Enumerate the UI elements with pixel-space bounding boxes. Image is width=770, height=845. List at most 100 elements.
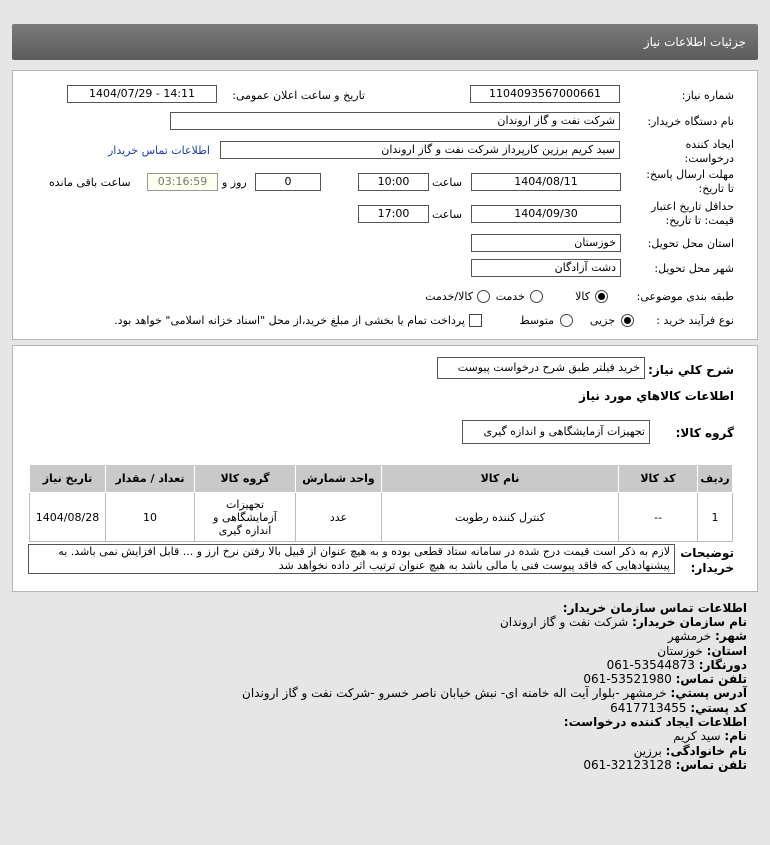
process-option-medium: متوسط [519, 314, 554, 327]
col-row: ردیف [697, 464, 733, 493]
category-label: طبقه بندی موضوعی: [636, 290, 734, 303]
col-unit: واحد شمارش [295, 464, 382, 493]
group-label: گروه کالا: [675, 426, 734, 440]
creator-label: ایجاد کننده [685, 138, 734, 151]
cell-unit: عدد [295, 492, 382, 542]
category-radio-goods[interactable] [595, 290, 608, 303]
city-field[interactable]: دشت آزادگان [471, 259, 621, 277]
creator-key: نام خانوادگی: [665, 743, 747, 758]
validity-date-field[interactable]: 1404/09/30 [471, 205, 621, 223]
creator-key: تلفن تماس: [675, 757, 747, 772]
contact-line: آدرس پستي: خرمشهر -بلوار آیت اله خامنه ا… [242, 686, 747, 700]
creator-title: اطلاعات ایجاد کننده درخواست: [563, 715, 747, 730]
payment-note: پرداخت تمام یا بخشی از مبلغ خرید،از محل … [114, 314, 465, 327]
announce-label: تاریخ و ساعت اعلان عمومی: [232, 89, 365, 102]
cell-qty: 10 [105, 492, 195, 542]
contact-value: 53544873-061 [606, 657, 695, 672]
contact-lines: نام سازمان خریدار: شرکت نفت و گاز اروندا… [242, 615, 747, 772]
deadline-time-field[interactable]: 10:00 [358, 173, 429, 191]
announce-field[interactable]: 1404/07/29 - 14:11 [67, 85, 217, 103]
remaining-time: 03:16:59 [147, 173, 218, 191]
treasury-payment-checkbox[interactable] [469, 314, 482, 327]
contact-title: اطلاعات تماس سازمان خریدار: [562, 601, 747, 615]
province-label: استان محل تحویل: [647, 237, 734, 250]
days-field: 0 [255, 173, 321, 191]
contact-key: استان: [706, 643, 747, 658]
validity-label-2: قیمت: تا تاریخ: [665, 214, 734, 227]
category-radio-both[interactable] [477, 290, 490, 303]
cell-code: -- [618, 492, 698, 542]
category-option-service: خدمت [495, 290, 525, 303]
process-radio-minor[interactable] [621, 314, 634, 327]
contact-key: شهر: [715, 629, 747, 644]
process-radio-medium[interactable] [560, 314, 573, 327]
validity-time-label: ساعت [432, 208, 462, 221]
deadline-label-2: تا تاریخ: [698, 182, 734, 195]
summary-label: شرح کلي نياز: [648, 363, 734, 377]
contact-value: خرمشهر [667, 629, 712, 644]
contact-line: شهر: خرمشهر [242, 629, 747, 643]
col-date: تاریخ نیاز [29, 464, 106, 493]
deadline-date-field[interactable]: 1404/08/11 [471, 173, 621, 191]
contact-key: تلفن تماس: [675, 672, 747, 687]
category-option-goods: کالا [575, 290, 590, 303]
contact-line: کد پستي: 6417713455 [242, 701, 747, 715]
cell-group: تجهیزات آزمایشگاهی و اندازه گیری [194, 492, 296, 542]
city-label: شهر محل تحویل: [654, 262, 734, 275]
cell-row: 1 [697, 492, 733, 542]
need-number-label: شماره نیاز: [681, 89, 734, 102]
contact-value: خرمشهر -بلوار آیت اله خامنه ای- نبش خیاب… [242, 686, 667, 701]
col-qty: تعداد / مقدار [105, 464, 195, 493]
group-field: تجهیزات آزمایشگاهی و اندازه گیری [462, 420, 650, 444]
need-number-field[interactable]: 1104093567000661 [470, 85, 620, 103]
cell-date: 1404/08/28 [29, 492, 106, 542]
remaining-label: ساعت باقی مانده [49, 176, 131, 189]
col-name: نام کالا [381, 464, 619, 493]
contact-key: کد پستي: [690, 700, 747, 715]
notes-label: توضیحات [680, 546, 734, 560]
table-row: 1 -- کنترل کننده رطوبت عدد تجهیزات آزمای… [29, 492, 733, 542]
contact-line: دورنگار: 53544873-061 [242, 658, 747, 672]
creator-line: تلفن تماس: 32123128-061 [242, 758, 747, 772]
process-option-minor: جزیی [589, 314, 615, 327]
contact-line: استان: خوزستان [242, 644, 747, 658]
contact-key: آدرس پستي: [670, 686, 747, 701]
creator-line: نام: سید کریم [242, 729, 747, 743]
notes-box: لازم به ذکر است قیمت درج شده در سامانه س… [28, 544, 675, 574]
creator-value: سید کریم [673, 729, 721, 744]
creator-value: برزین [633, 743, 662, 758]
buyer-org-field[interactable]: شرکت نفت و گاز اروندان [170, 112, 620, 130]
contact-value: 53521980-061 [583, 672, 672, 687]
goods-table: ردیف کد کالا نام کالا واحد شمارش گروه کا… [29, 464, 733, 542]
deadline-label: مهلت ارسال پاسخ: [646, 168, 734, 181]
contact-value: خوزستان [657, 643, 703, 658]
summary-field: خرید فیلتر طبق شرح درخواست پیوست [437, 357, 645, 379]
category-radio-service[interactable] [530, 290, 543, 303]
buyer-org-label: نام دستگاه خریدار: [647, 115, 734, 128]
province-field[interactable]: خوزستان [471, 234, 621, 252]
creator-line: نام خانوادگی: برزین [242, 744, 747, 758]
creator-label-2: درخواست: [684, 152, 734, 165]
contact-value: شرکت نفت و گاز اروندان [499, 615, 629, 629]
cell-name: کنترل کننده رطوبت [381, 492, 619, 542]
notes-label-2: خریدار: [690, 561, 734, 575]
contact-line: نام سازمان خریدار: شرکت نفت و گاز اروندا… [242, 615, 747, 629]
creator-value: 32123128-061 [583, 757, 672, 772]
days-label: روز و [222, 176, 247, 189]
deadline-time-label: ساعت [432, 176, 462, 189]
creator-key: نام: [724, 729, 747, 744]
validity-label: حداقل تاریخ اعتبار [650, 200, 734, 213]
contact-line: تلفن تماس: 53521980-061 [242, 672, 747, 686]
goods-title: اطلاعات کالاهاي مورد نياز [579, 389, 734, 403]
validity-time-field[interactable]: 17:00 [358, 205, 429, 223]
table-header-row: ردیف کد کالا نام کالا واحد شمارش گروه کا… [29, 464, 733, 493]
page-title: جزئیات اطلاعات نیاز [643, 35, 746, 49]
page-header: جزئیات اطلاعات نیاز [12, 24, 758, 60]
contact-key: نام سازمان خریدار: [632, 615, 747, 629]
col-code: کد کالا [618, 464, 698, 493]
contact-key: دورنگار: [698, 657, 747, 672]
col-group: گروه کالا [194, 464, 296, 493]
buyer-contact-link[interactable]: اطلاعات تماس خریدار [108, 144, 210, 157]
creator-field[interactable]: سید کریم برزین کارپرداز شرکت نفت و گاز ا… [220, 141, 620, 159]
